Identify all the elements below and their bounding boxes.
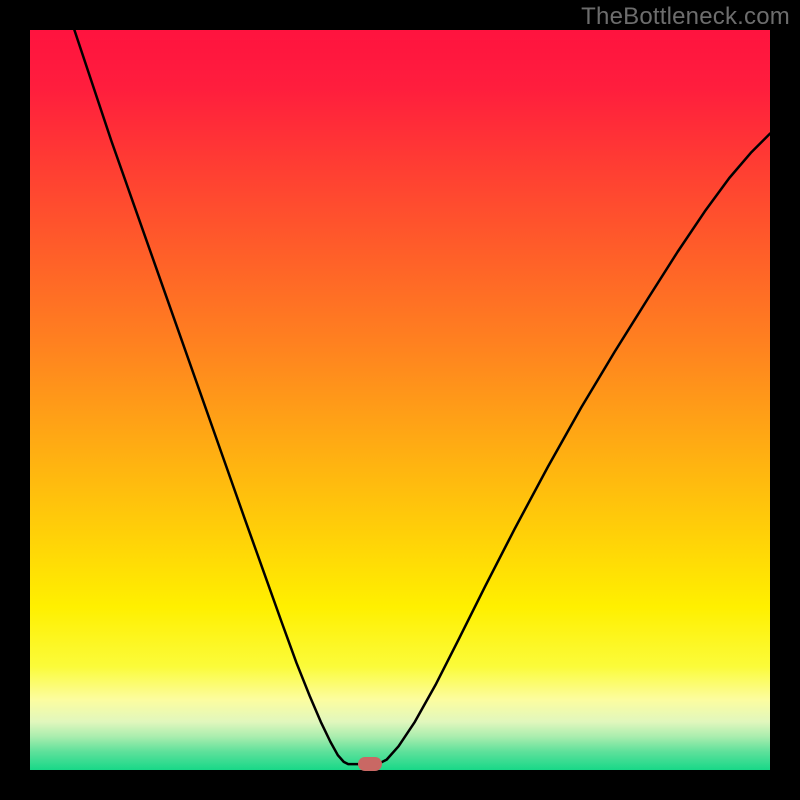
watermark-text: TheBottleneck.com (581, 3, 790, 31)
bottleneck-curve (0, 0, 800, 800)
optimum-marker (358, 757, 382, 771)
